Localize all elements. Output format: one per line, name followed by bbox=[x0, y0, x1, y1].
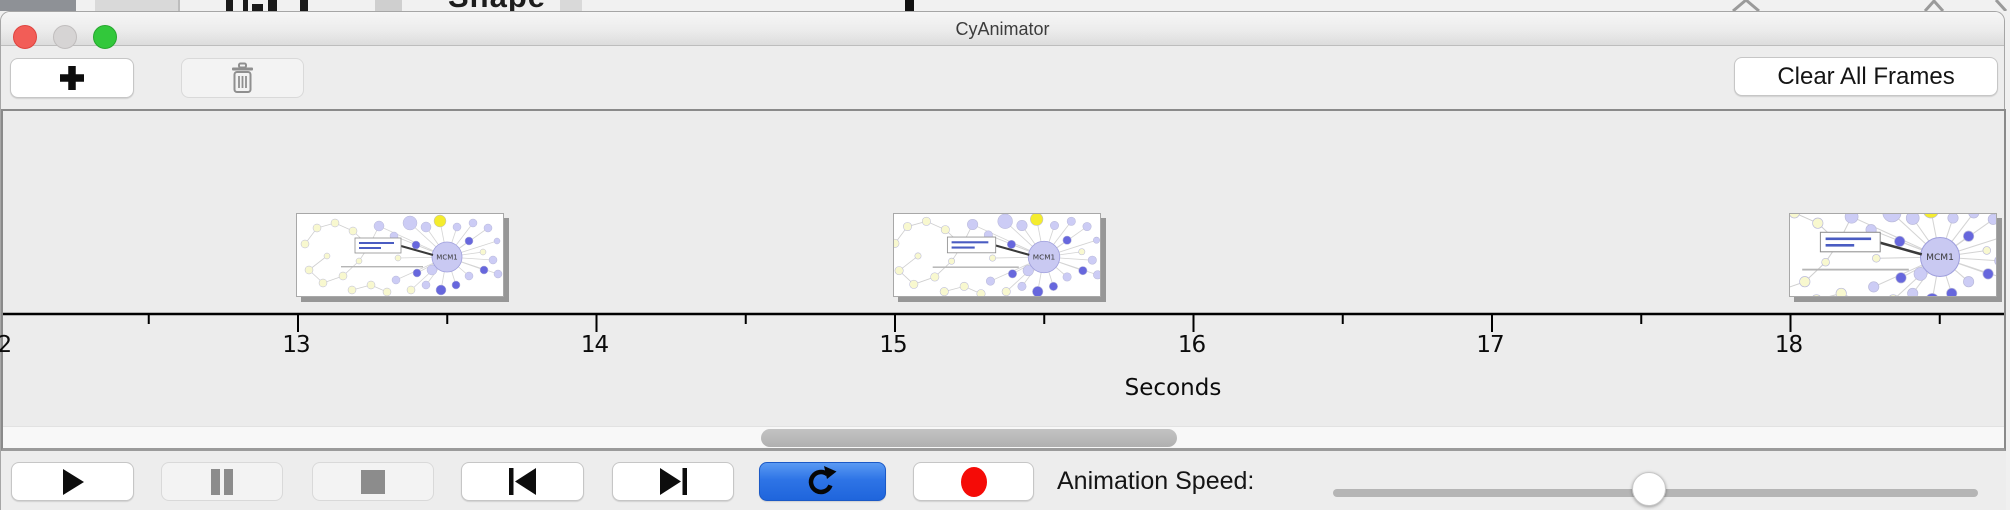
loop-button[interactable] bbox=[759, 462, 886, 501]
tick-label: 12 bbox=[0, 332, 12, 358]
background-fragment bbox=[300, 0, 308, 11]
pause-button[interactable] bbox=[161, 462, 283, 501]
background-app-strip: Shape bbox=[0, 0, 2010, 11]
skip-to-end-icon bbox=[659, 468, 687, 495]
background-fragment bbox=[0, 0, 76, 11]
stop-icon bbox=[361, 469, 385, 494]
skip-to-start-button[interactable] bbox=[461, 462, 584, 501]
background-fragment bbox=[905, 0, 914, 11]
window-title: CyAnimator bbox=[955, 19, 1050, 39]
tick-label: 15 bbox=[879, 332, 907, 358]
timeline-axis bbox=[3, 312, 2004, 332]
pause-icon bbox=[211, 468, 233, 495]
svg-text:MCM1: MCM1 bbox=[436, 254, 457, 262]
background-fragment bbox=[375, 0, 402, 11]
record-icon bbox=[960, 466, 987, 497]
timeline-panel: Seconds 12 13 14 15 16 17 18 MCM1 MCM1 MCM1 bbox=[0, 109, 2010, 451]
play-icon bbox=[62, 468, 84, 495]
titlebar: CyAnimator bbox=[1, 12, 2004, 49]
background-shape-label: Shape bbox=[448, 0, 546, 11]
cyanimator-window: CyAnimator Clear All Frames Seconds bbox=[0, 11, 2010, 510]
tick-label: 14 bbox=[580, 332, 609, 358]
trash-icon bbox=[232, 62, 253, 93]
svg-text:MCM1: MCM1 bbox=[1033, 253, 1055, 262]
background-fragment bbox=[268, 0, 277, 11]
skip-to-start-icon bbox=[509, 468, 536, 495]
animation-speed-label: Animation Speed: bbox=[1057, 467, 1255, 495]
background-fragment bbox=[178, 0, 180, 11]
axis-unit-label: Seconds bbox=[1124, 375, 1222, 401]
animation-speed-slider-thumb[interactable] bbox=[1632, 472, 1667, 506]
timeline-scrollbar-track[interactable] bbox=[3, 426, 2004, 448]
clear-all-frames-button[interactable]: Clear All Frames bbox=[1734, 57, 1998, 96]
zoom-button[interactable] bbox=[93, 25, 117, 49]
minimize-button[interactable] bbox=[53, 25, 77, 49]
background-shape-fragments bbox=[1732, 0, 2008, 11]
play-button[interactable] bbox=[11, 462, 134, 501]
background-fragment bbox=[560, 0, 582, 11]
tick-label: 16 bbox=[1177, 332, 1206, 358]
stop-button[interactable] bbox=[312, 462, 434, 501]
background-fragment bbox=[226, 0, 233, 11]
frame-thumbnail[interactable]: MCM1 bbox=[296, 213, 504, 297]
tick-label: 18 bbox=[1774, 332, 1803, 358]
playback-controls-bar: Animation Speed: bbox=[1, 451, 2006, 510]
tick-label: 17 bbox=[1476, 332, 1504, 358]
frame-thumbnail[interactable]: MCM1 bbox=[1749, 202, 2010, 309]
skip-to-end-button[interactable] bbox=[612, 462, 734, 501]
add-frame-button[interactable] bbox=[10, 58, 134, 98]
frame-thumbnail[interactable]: MCM1 bbox=[890, 212, 1103, 299]
record-button[interactable] bbox=[913, 462, 1034, 501]
loop-icon bbox=[808, 466, 837, 495]
plus-icon bbox=[60, 66, 84, 90]
background-fragment bbox=[252, 4, 263, 11]
background-fragment bbox=[95, 0, 178, 11]
svg-text:MCM1: MCM1 bbox=[1926, 253, 1954, 263]
delete-frame-button[interactable] bbox=[181, 58, 304, 98]
tick-label: 13 bbox=[282, 332, 310, 358]
close-button[interactable] bbox=[13, 25, 37, 49]
background-fragment bbox=[243, 0, 248, 11]
clear-all-frames-label: Clear All Frames bbox=[1777, 62, 1955, 90]
timeline-scrollbar-thumb[interactable] bbox=[761, 429, 1177, 447]
